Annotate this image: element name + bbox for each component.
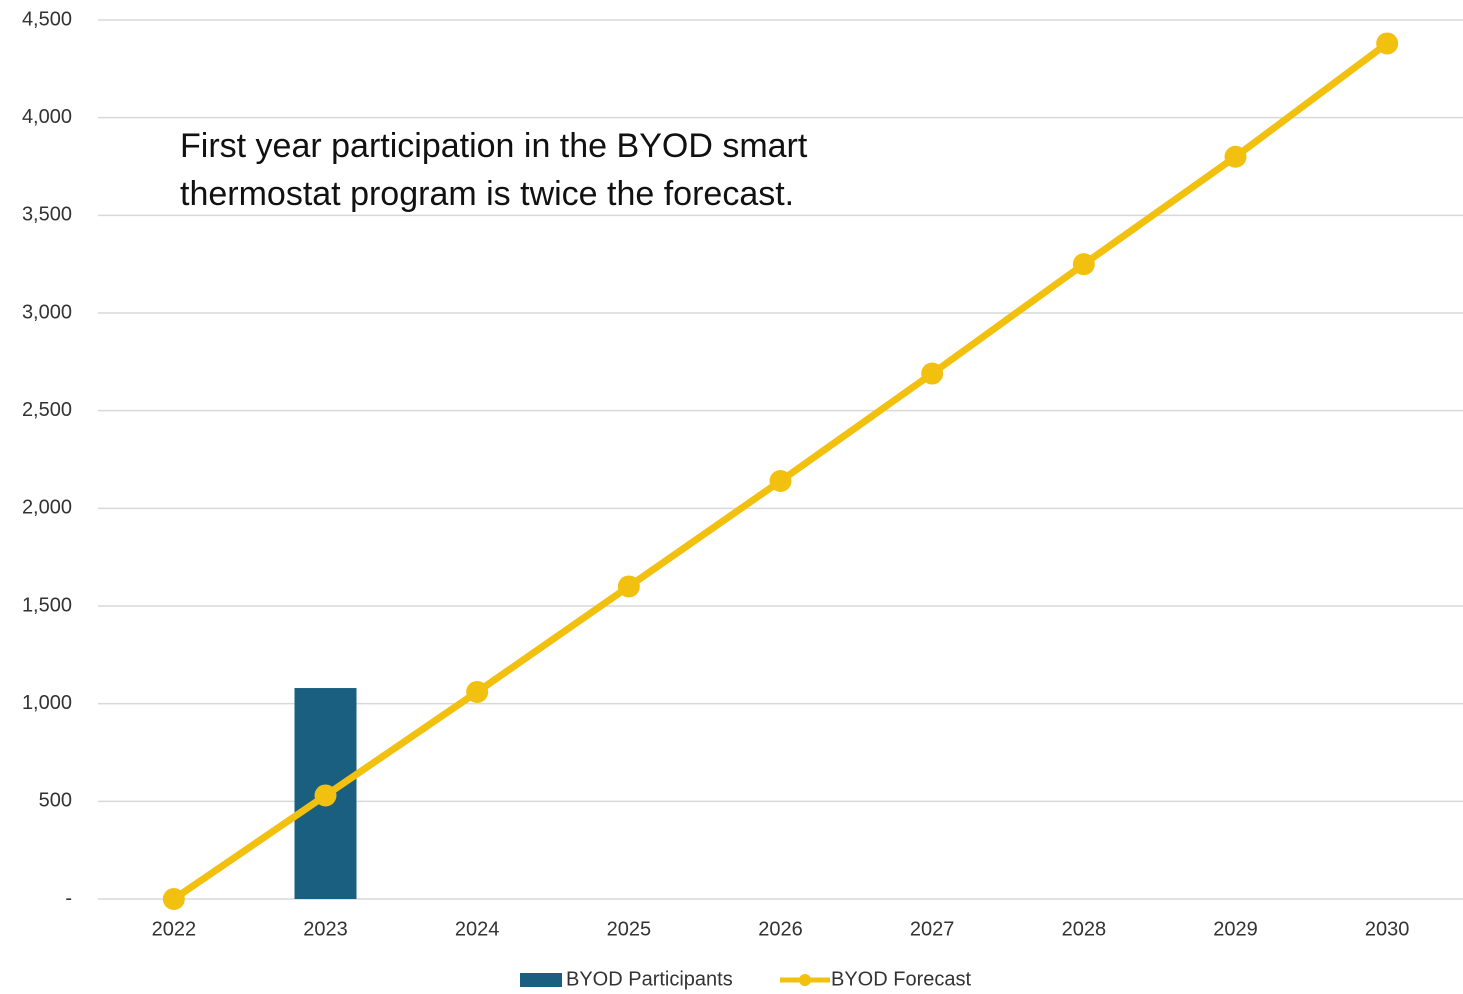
y-tick-label: 3,500 — [22, 204, 72, 226]
x-tick-label: 2026 — [758, 918, 803, 940]
y-tick-label: 4,500 — [22, 8, 72, 30]
marker — [617, 575, 640, 598]
x-tick-label: 2022 — [152, 918, 197, 940]
legend-label: BYOD Forecast — [831, 968, 971, 990]
marker — [466, 680, 489, 703]
legend-swatch — [799, 974, 811, 986]
x-tick-label: 2024 — [455, 918, 500, 940]
marker — [1072, 253, 1095, 276]
marker — [921, 362, 944, 385]
y-tick-label: 1,000 — [22, 692, 72, 714]
y-tick-label: 2,000 — [22, 497, 72, 519]
x-tick-label: 2029 — [1213, 918, 1258, 940]
x-tick-label: 2023 — [303, 918, 348, 940]
x-tick-label: 2030 — [1365, 918, 1410, 940]
y-tick-label: - — [65, 887, 72, 909]
annotation-line: thermostat program is twice the forecast… — [180, 175, 794, 213]
y-tick-label: 500 — [39, 790, 72, 812]
marker — [314, 784, 337, 807]
marker — [1224, 145, 1247, 168]
legend-label: BYOD Participants — [566, 968, 733, 990]
annotation-line: First year participation in the BYOD sma… — [180, 127, 808, 165]
marker — [1376, 32, 1399, 55]
marker — [162, 888, 185, 910]
y-tick-label: 4,000 — [22, 106, 72, 128]
y-tick-label: 3,000 — [22, 301, 72, 323]
y-tick-label: 1,500 — [22, 594, 72, 616]
x-tick-label: 2027 — [910, 918, 955, 940]
x-tick-label: 2025 — [607, 918, 652, 940]
y-tick-label: 2,500 — [22, 399, 72, 421]
marker — [769, 469, 792, 492]
legend-swatch — [520, 973, 562, 987]
x-tick-label: 2028 — [1062, 918, 1107, 940]
